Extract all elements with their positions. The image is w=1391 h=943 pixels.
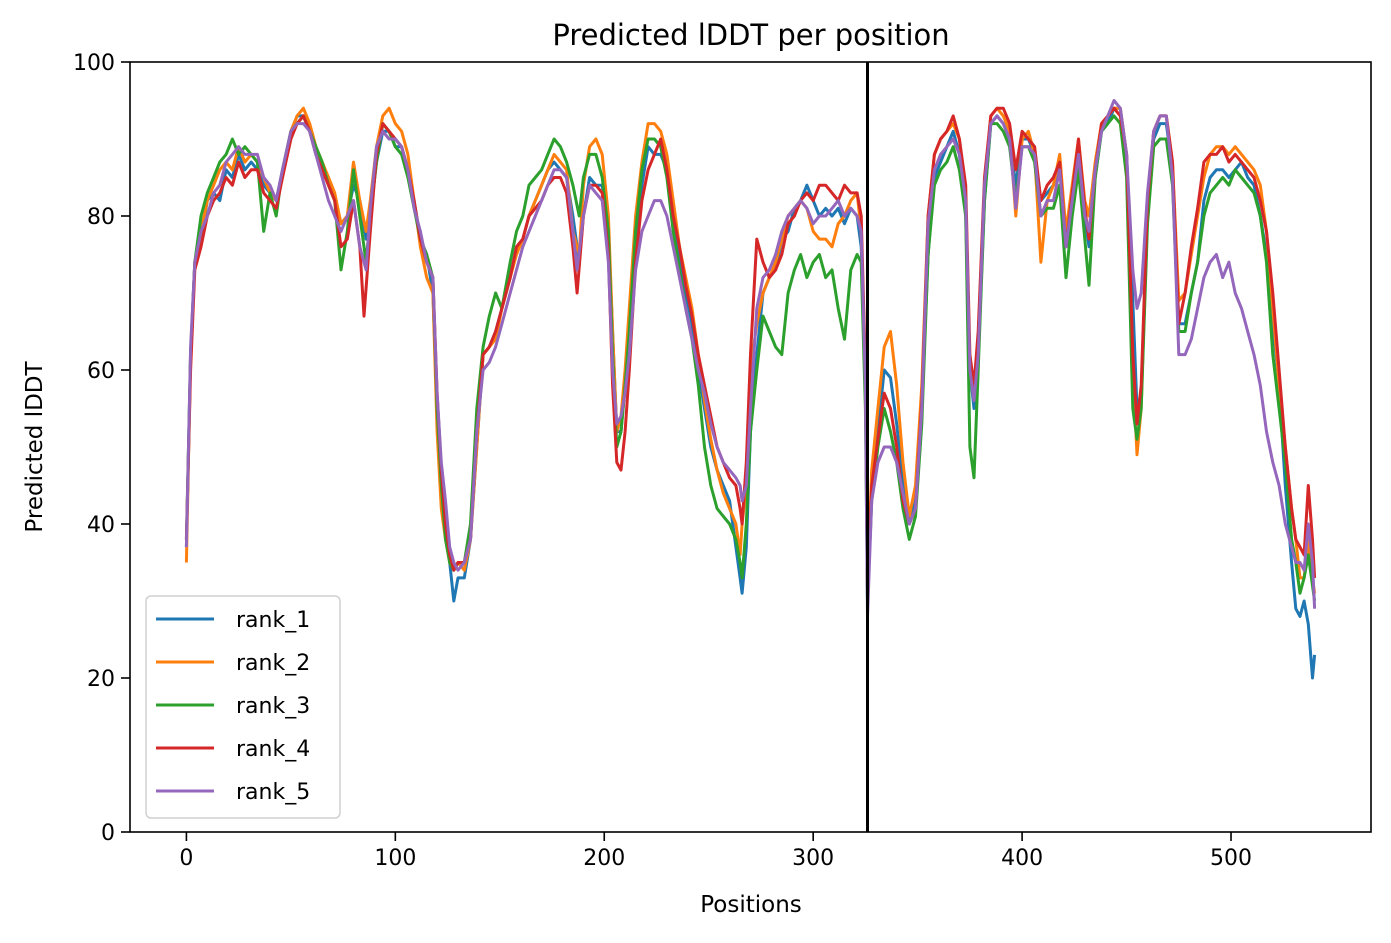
x-tick-label: 100 bbox=[374, 846, 416, 871]
y-tick-label: 20 bbox=[87, 667, 115, 692]
axes-frame bbox=[129, 61, 1372, 833]
y-tick-label: 0 bbox=[101, 821, 115, 846]
series-line-rank_5 bbox=[184, 99, 1317, 618]
y-tick-label: 100 bbox=[73, 51, 115, 76]
legend-label-rank_5: rank_5 bbox=[236, 780, 310, 805]
axes: 0 100 200 300 400 500 0 20 40 60 80 100 bbox=[73, 51, 1252, 871]
y-tick-label: 40 bbox=[87, 513, 115, 538]
x-axis-label: Positions bbox=[700, 892, 802, 918]
x-tick-label: 200 bbox=[583, 846, 625, 871]
legend: rank_1 rank_2 rank_3 rank_4 rank_5 bbox=[145, 595, 341, 819]
legend-box bbox=[145, 595, 341, 819]
legend-label-rank_1: rank_1 bbox=[236, 608, 310, 633]
y-tick-label: 80 bbox=[87, 205, 115, 230]
legend-label-rank_2: rank_2 bbox=[236, 651, 310, 676]
x-tick-label: 0 bbox=[179, 846, 193, 871]
legend-label-rank_4: rank_4 bbox=[236, 737, 310, 762]
y-tick-label: 60 bbox=[87, 359, 115, 384]
series-line-rank_4 bbox=[184, 106, 1317, 588]
x-tick-label: 400 bbox=[1001, 846, 1043, 871]
x-tick-label: 300 bbox=[792, 846, 834, 871]
y-axis-label: Predicted lDDT bbox=[22, 360, 48, 532]
legend-label-rank_3: rank_3 bbox=[236, 694, 310, 719]
plot-area bbox=[184, 62, 1317, 832]
x-tick-label: 500 bbox=[1210, 846, 1252, 871]
chart-title: Predicted lDDT per position bbox=[552, 18, 949, 52]
